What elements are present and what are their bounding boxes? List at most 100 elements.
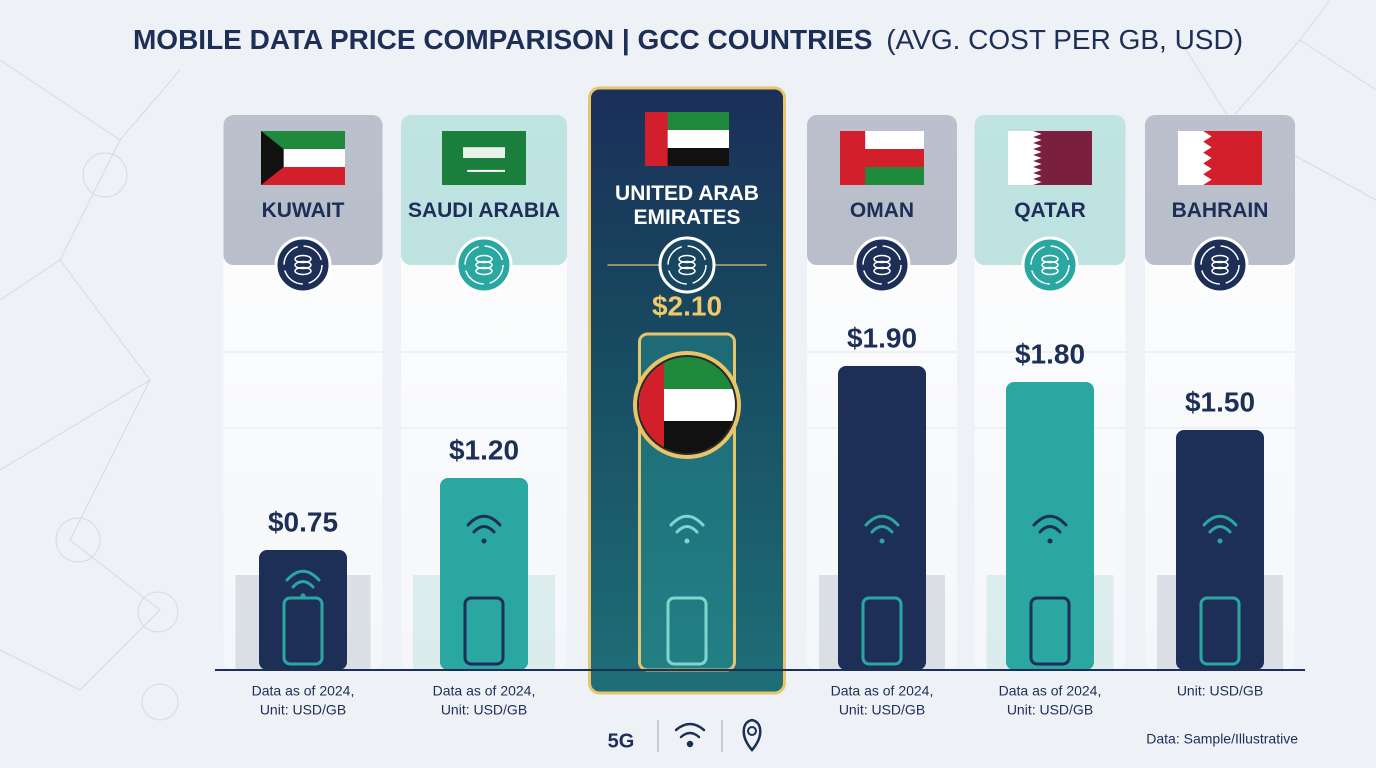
country-column: KUWAIT $0.75 Data as of 2024, Unit: USD/GB [223,115,383,718]
bar [1176,430,1264,670]
data-icon-disk [678,260,696,270]
wifi-icon [879,538,885,544]
flag-part [261,131,345,149]
source-note: Data: Sample/Illustrative [1146,731,1298,747]
data-icon-ring [862,245,902,285]
country-label-box: KUWAIT [261,199,345,222]
data-icon-disk [873,266,891,276]
wifi-icon [1038,525,1062,534]
country-label-box: OMAN [849,199,915,222]
wifi-icon [291,580,315,589]
data-icon-disk [678,254,696,264]
flag-part [261,131,284,185]
country-label-box: QATAR [1014,199,1086,222]
country-label-box: SAUDI ARABIA [407,199,561,222]
value-label: $1.50 [1185,386,1255,417]
bar [838,366,926,670]
data-icon-disk [475,260,493,270]
column-bg [223,115,383,670]
footnote: Data as of 2024, [252,683,355,699]
data-icon-ring [667,245,707,285]
title-unit: (AVG. COST PER GB, USD) [886,24,1243,55]
footnote: Data as of 2024, [433,683,536,699]
device-icon [1199,596,1241,666]
flag-part [1008,131,1042,185]
country-column: OMAN $1.90 Data as of 2024, Unit: USD/GB [807,115,957,718]
country-label-box: BAHRAIN [1171,199,1269,222]
data-icon-disk [678,266,696,276]
country-column: QATAR $1.80 Data as of 2024, Unit: USD/GB [974,115,1126,718]
data-icon-disk [1211,254,1229,264]
data-icon-disk [475,254,493,264]
country-label: SAUDI ARABIA [407,199,561,222]
chart-title: MOBILE DATA PRICE COMPARISON | GCC COUNT… [133,24,1243,55]
wifi-icon [684,538,690,544]
data-icon-disk [475,266,493,276]
country-column: BAHRAIN $1.50 Unit: USD/GB [1145,115,1295,699]
flag-part [1178,131,1212,185]
value-label: $1.80 [1015,338,1085,369]
footnote: Unit: USD/GB [441,702,527,718]
country-label: UNITED ARAB EMIRATES [615,182,759,229]
data-icon-disk [294,254,312,264]
country-label-box: UNITED ARAB EMIRATES [615,182,759,229]
country-label: QATAR [1014,199,1086,222]
footnote: Data as of 2024, [831,683,934,699]
wifi-icon [870,525,894,534]
value-label: $0.75 [268,506,338,537]
bar [440,478,528,670]
data-icon-disk [1041,266,1059,276]
data-icon-disk [873,254,891,264]
device-icon [861,596,903,666]
data-icon-disk [1211,260,1229,270]
badge-5g: 5G [608,730,635,752]
data-icon-ring [1200,245,1240,285]
wifi-icon [472,525,496,534]
flag-part [467,169,505,172]
country-label: BAHRAIN [1171,199,1269,222]
title-main: MOBILE DATA PRICE COMPARISON | GCC COUNT… [133,24,872,55]
country-label: OMAN [849,199,915,222]
bar [259,550,347,670]
data-icon-ring [464,245,504,285]
footer-icons: 5G [608,718,762,752]
data-icon-disk [294,266,312,276]
country-column: SAUDI ARABIA $1.20 Data as of 2024, Unit: U… [401,115,567,718]
wifi-icon [1217,538,1223,544]
data-icon-ring [1030,245,1070,285]
flag-part [463,147,505,158]
wifi-icon [481,538,487,544]
wifi-icon [285,569,321,582]
value-label: $2.10 [652,290,722,321]
data-icon-disk [294,260,312,270]
device-icon [282,596,324,666]
flag-part [645,112,668,166]
footnote: Data as of 2024, [999,683,1102,699]
data-icon-disk [1041,254,1059,264]
country-column: UNITED ARAB EMIRATES $2.10 [588,86,786,695]
data-icon-disk [1041,260,1059,270]
flag-part [865,131,924,149]
footnote: Unit: USD/GB [839,702,925,718]
country-label: KUWAIT [261,199,345,222]
device-icon [1029,596,1071,666]
wifi-icon [864,514,900,527]
flag-part [261,167,345,185]
value-label: $1.20 [449,434,519,465]
device-icon [666,596,708,666]
wifi-icon [1032,514,1068,527]
network-decoration [0,0,1376,721]
device-icon [463,596,505,666]
footnote: Unit: USD/GB [1177,683,1263,699]
wifi-icon [669,514,705,527]
wifi-icon [1202,514,1238,527]
data-icon-disk [1211,266,1229,276]
wifi-icon [1047,538,1053,544]
footnote: Unit: USD/GB [1007,702,1093,718]
wifi-icon [466,514,502,527]
footnote: Unit: USD/GB [260,702,346,718]
data-icon-disk [873,260,891,270]
